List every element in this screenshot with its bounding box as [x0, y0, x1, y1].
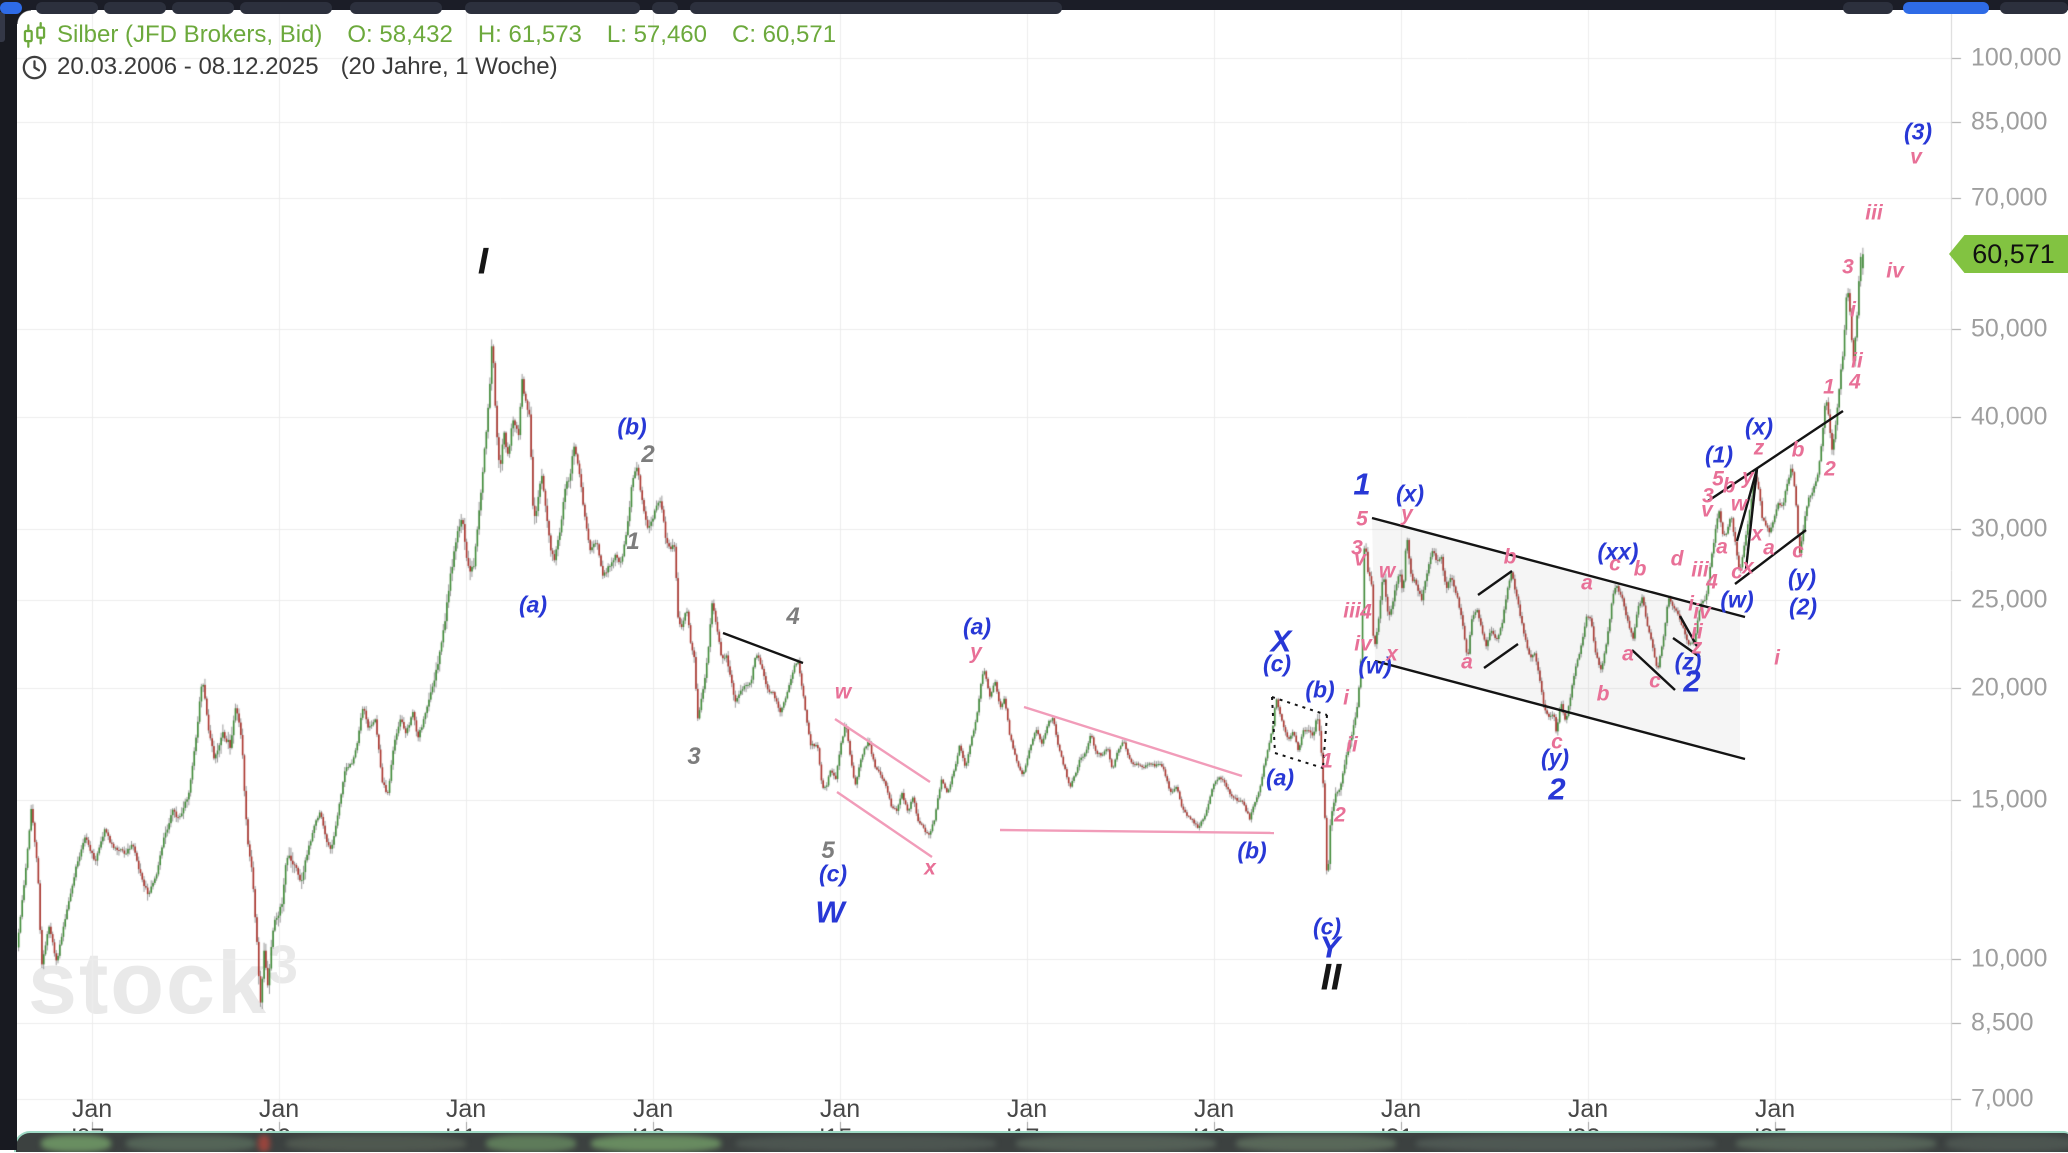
- navigator-preview-blob: [1736, 1135, 1936, 1152]
- browser-tab[interactable]: [240, 2, 332, 14]
- price-axis-label: 100,000: [1971, 43, 2062, 72]
- browser-tab[interactable]: [172, 2, 234, 14]
- ohlc-open: O: 58,432: [347, 21, 453, 48]
- instrument-title[interactable]: Silber (JFD Brokers, Bid): [57, 21, 323, 48]
- price-axis-label: 85,000: [1971, 107, 2048, 136]
- navigator-preview-blob: [736, 1135, 996, 1152]
- navigator-preview-blob: [286, 1135, 466, 1152]
- price-axis-label: 8,500: [1971, 1008, 2034, 1037]
- browser-tab[interactable]: [465, 2, 640, 14]
- left-edge-panel: [0, 10, 17, 1150]
- left-panel-notch: [0, 12, 5, 42]
- navigator-preview-blob: [126, 1135, 256, 1152]
- ohlc-close: C: 60,571: [731, 21, 837, 48]
- navigator-preview-blob: [1946, 1135, 2068, 1152]
- price-axis-label: 40,000: [1971, 402, 2048, 431]
- browser-tab[interactable]: [652, 2, 678, 14]
- price-axis-label: 30,000: [1971, 514, 2048, 543]
- browser-tab[interactable]: [2000, 2, 2068, 14]
- navigator-preview-blob: [486, 1135, 576, 1152]
- timeframe-label: (20 Jahre, 1 Woche): [340, 53, 558, 80]
- chart-scrollbar-navigator[interactable]: [14, 1131, 2068, 1152]
- navigator-preview-blob: [591, 1135, 721, 1152]
- navigator-preview-blob: [41, 1135, 111, 1152]
- browser-tab[interactable]: [1843, 2, 1893, 14]
- price-axis-label: 50,000: [1971, 314, 2048, 343]
- candlestick-chart-icon: [23, 21, 46, 48]
- ohlc-high: H: 61,573: [477, 21, 582, 48]
- clock-icon: [22, 55, 47, 79]
- navigator-preview-blob: [1236, 1135, 1396, 1152]
- price-axis-label: 7,000: [1971, 1084, 2034, 1113]
- browser-tab[interactable]: [690, 2, 1062, 14]
- navigator-preview-blob: [1016, 1135, 1216, 1152]
- price-axis-label: 15,000: [1971, 785, 2048, 814]
- price-axis-label: 25,000: [1971, 585, 2048, 614]
- panel-corner: [17, 10, 31, 24]
- browser-tab[interactable]: [104, 2, 166, 14]
- chart-header: Silber (JFD Brokers, Bid) O: 58,432 H: 6…: [21, 20, 836, 82]
- browser-tab-active[interactable]: [0, 2, 22, 14]
- browser-tab[interactable]: [350, 2, 442, 14]
- last-price-tag: 60,571: [1949, 235, 2068, 273]
- browser-tab[interactable]: [36, 2, 98, 14]
- navigator-preview-blob: [1416, 1135, 1716, 1152]
- price-axis-label: 10,000: [1971, 944, 2048, 973]
- date-range: 20.03.2006 - 08.12.2025: [57, 53, 319, 80]
- browser-tab-active[interactable]: [1903, 2, 1989, 14]
- navigator-preview-blob: [258, 1135, 270, 1152]
- browser-top-bar: [0, 0, 2068, 14]
- ohlc-low: L: 57,460: [606, 21, 707, 48]
- price-axis-label: 70,000: [1971, 183, 2048, 212]
- price-axis-label: 20,000: [1971, 673, 2048, 702]
